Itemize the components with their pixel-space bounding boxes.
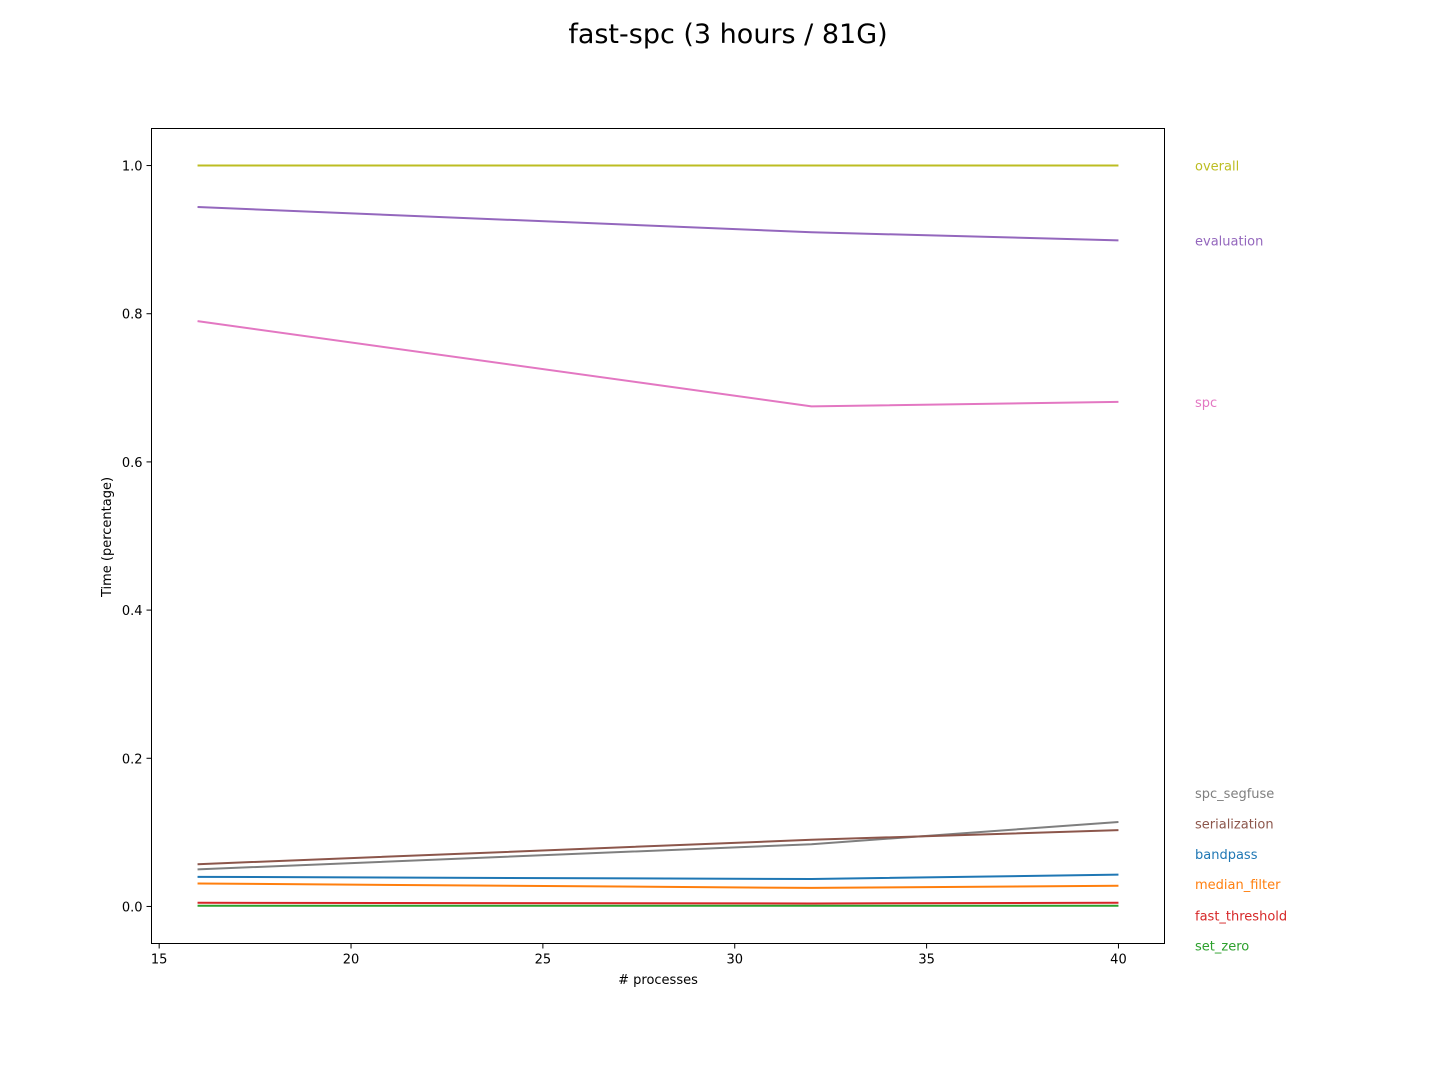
series-label-fast-threshold: fast_threshold [1195,909,1287,924]
series-line-bandpass [197,873,1119,881]
series-lines [197,164,1119,907]
series-label-median-filter: median_filter [1195,878,1281,893]
x-axis-label: # processes [618,973,698,988]
y-tick-label: 0.8 [122,308,143,323]
series-line-fast-threshold [197,901,1119,905]
series-line-evaluation [197,206,1119,242]
y-tick-label: 0.2 [122,752,143,767]
chart-title: fast-spc (3 hours / 81G) [568,19,887,50]
x-tick-label: 35 [918,953,935,968]
x-tick-label: 25 [535,953,552,968]
series-labels: overall evaluation spc spc_segfuse serializa… [1195,160,1287,955]
y-tick-label: 0.6 [122,456,143,471]
y-tick-label: 1.0 [122,160,143,175]
series-line-spc-segfuse [197,820,1119,871]
x-tick-label: 40 [1110,953,1127,968]
series-label-evaluation: evaluation [1195,234,1263,249]
series-label-overall: overall [1195,160,1239,175]
x-axis: 15 20 25 30 35 40 [151,943,1127,968]
x-tick-label: 20 [343,953,360,968]
y-axis: 0.0 0.2 0.4 0.6 0.8 1.0 [122,160,152,915]
series-line-serialization [197,829,1119,866]
x-tick-label: 30 [726,953,743,968]
x-tick-label: 15 [151,953,168,968]
series-label-spc-segfuse: spc_segfuse [1195,787,1274,802]
series-line-median-filter [197,882,1119,889]
series-label-serialization: serialization [1195,817,1274,832]
plot-area [151,128,1165,944]
plot-frame [151,128,1165,944]
y-tick-label: 0.4 [122,604,143,619]
y-axis-label: Time (percentage) [100,477,115,598]
series-label-bandpass: bandpass [1195,848,1258,863]
y-tick-label: 0.0 [122,900,143,915]
series-label-set-zero: set_zero [1195,940,1249,955]
series-label-spc: spc [1195,396,1217,411]
series-line-spc [197,320,1119,408]
